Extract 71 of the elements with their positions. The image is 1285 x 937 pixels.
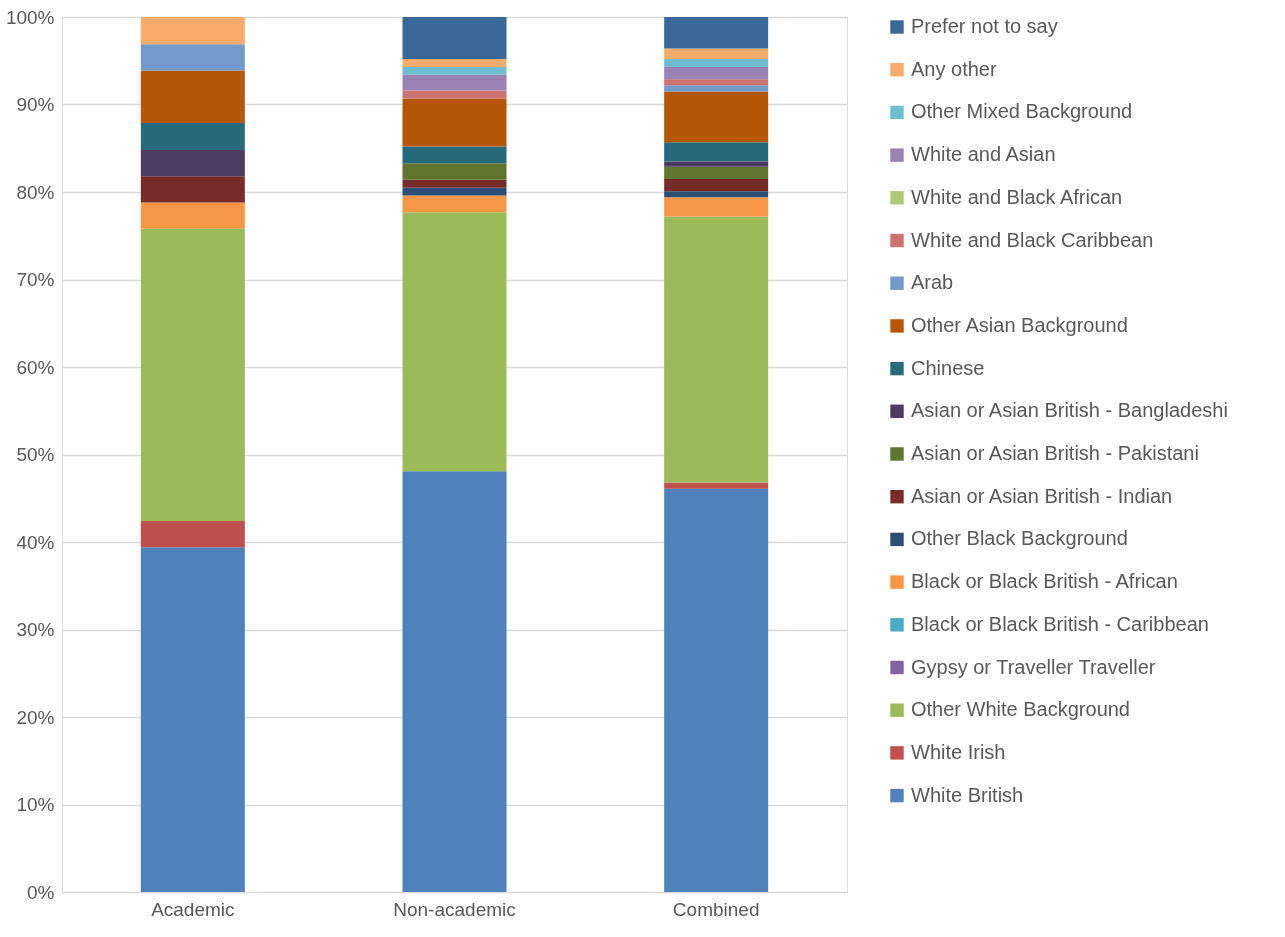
bar	[140, 122, 245, 150]
y-tick-label: 70%	[16, 269, 55, 290]
bar	[402, 195, 507, 213]
bar	[402, 146, 507, 164]
legend-label: White Irish	[911, 740, 1006, 763]
legend-label: Any other	[911, 57, 997, 80]
legend-label: Arab	[911, 271, 954, 294]
y-tick-label: 0%	[27, 881, 55, 903]
bar	[402, 17, 507, 59]
legend-label: Prefer not to say	[911, 15, 1058, 37]
legend-label: Black or Black British - African	[911, 570, 1178, 593]
bar	[664, 216, 769, 483]
bar	[140, 521, 245, 548]
bar	[664, 79, 769, 86]
bar	[664, 17, 769, 49]
bar	[140, 17, 245, 45]
bar	[140, 70, 245, 123]
bar	[402, 212, 507, 472]
bar	[664, 48, 769, 59]
bar	[664, 59, 769, 67]
bar	[402, 66, 507, 75]
bar	[140, 547, 245, 892]
bar	[402, 98, 507, 147]
y-tick-label: 90%	[16, 94, 55, 115]
legend-label: Asian or Asian British - Indian	[911, 484, 1173, 507]
legend-label: Chinese	[911, 356, 985, 379]
y-tick-label: 10%	[16, 794, 55, 815]
bar	[402, 179, 507, 188]
bar	[664, 161, 769, 167]
bar	[664, 85, 769, 92]
bar	[664, 91, 769, 143]
bar	[140, 202, 245, 229]
y-tick-label: 80%	[16, 181, 55, 203]
bar	[664, 191, 769, 198]
legend-label: Asian or Asian British - Pakistani	[911, 442, 1199, 464]
x-tick-label: Combined	[672, 898, 760, 920]
bar	[664, 482, 769, 489]
bar	[402, 471, 507, 892]
bar	[140, 176, 245, 203]
legend-label: Black or Black British - Caribbean	[911, 612, 1209, 635]
legend-label: Other White Background	[911, 698, 1130, 721]
legend-label: White British	[911, 783, 1024, 806]
legend-label: White and Asian	[911, 143, 1056, 166]
bar	[402, 187, 507, 196]
legend-label: Gypsy or Traveller Traveller	[911, 655, 1156, 678]
bar	[140, 150, 245, 177]
y-tick-label: 20%	[16, 706, 55, 728]
bar	[664, 142, 769, 162]
legend-label: Other Mixed Background	[911, 100, 1133, 123]
legend-label: Other Asian Background	[911, 313, 1128, 336]
legend-label: Asian or Asian British - Bangladeshi	[911, 399, 1228, 422]
bar	[664, 197, 769, 217]
bar	[402, 59, 507, 67]
legend-label: Other Black Background	[911, 527, 1128, 550]
y-tick-label: 50%	[16, 444, 55, 465]
bar	[664, 488, 769, 892]
bar	[140, 228, 245, 521]
bar	[664, 166, 769, 179]
y-tick-label: 60%	[16, 356, 55, 378]
legend-label: White and Black Caribbean	[911, 228, 1154, 251]
y-tick-label: 100%	[5, 6, 55, 28]
bar	[664, 66, 769, 80]
bar	[664, 178, 769, 192]
bar	[402, 74, 507, 91]
bar	[140, 44, 245, 71]
y-tick-label: 30%	[16, 619, 55, 640]
bar	[402, 163, 507, 180]
x-tick-label: Non-academic	[393, 898, 516, 920]
y-tick-label: 40%	[16, 531, 55, 553]
x-tick-label: Academic	[151, 898, 235, 920]
legend-label: White and Black African	[911, 185, 1123, 208]
